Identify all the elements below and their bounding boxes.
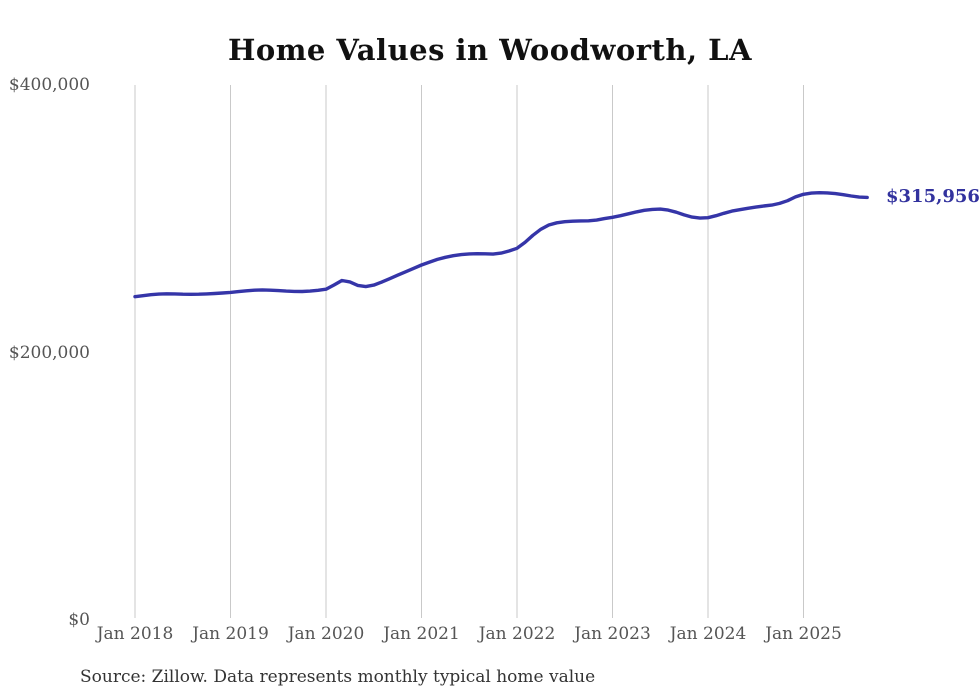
chart-title: Home Values in Woodworth, LA — [227, 33, 753, 67]
x-tick-label: Jan 2024 — [669, 624, 747, 644]
gridlines — [134, 85, 804, 618]
x-tick-label: Jan 2018 — [96, 624, 174, 644]
y-tick-label: $400,000 — [8, 75, 90, 95]
x-tick-label: Jan 2022 — [478, 624, 556, 644]
x-tick-label: Jan 2025 — [765, 624, 842, 644]
x-tick-label: Jan 2020 — [287, 624, 365, 644]
home-value-line — [133, 190, 869, 299]
x-tick-label: Jan 2019 — [192, 624, 269, 644]
x-tick-label: Jan 2021 — [383, 624, 460, 644]
source-note: Source: Zillow. Data represents monthly … — [80, 667, 596, 687]
final-value-label: $315,956 — [886, 186, 980, 208]
y-tick-label: $0 — [68, 610, 90, 630]
x-tick-label: Jan 2023 — [574, 624, 651, 644]
y-tick-label: $200,000 — [8, 342, 90, 363]
